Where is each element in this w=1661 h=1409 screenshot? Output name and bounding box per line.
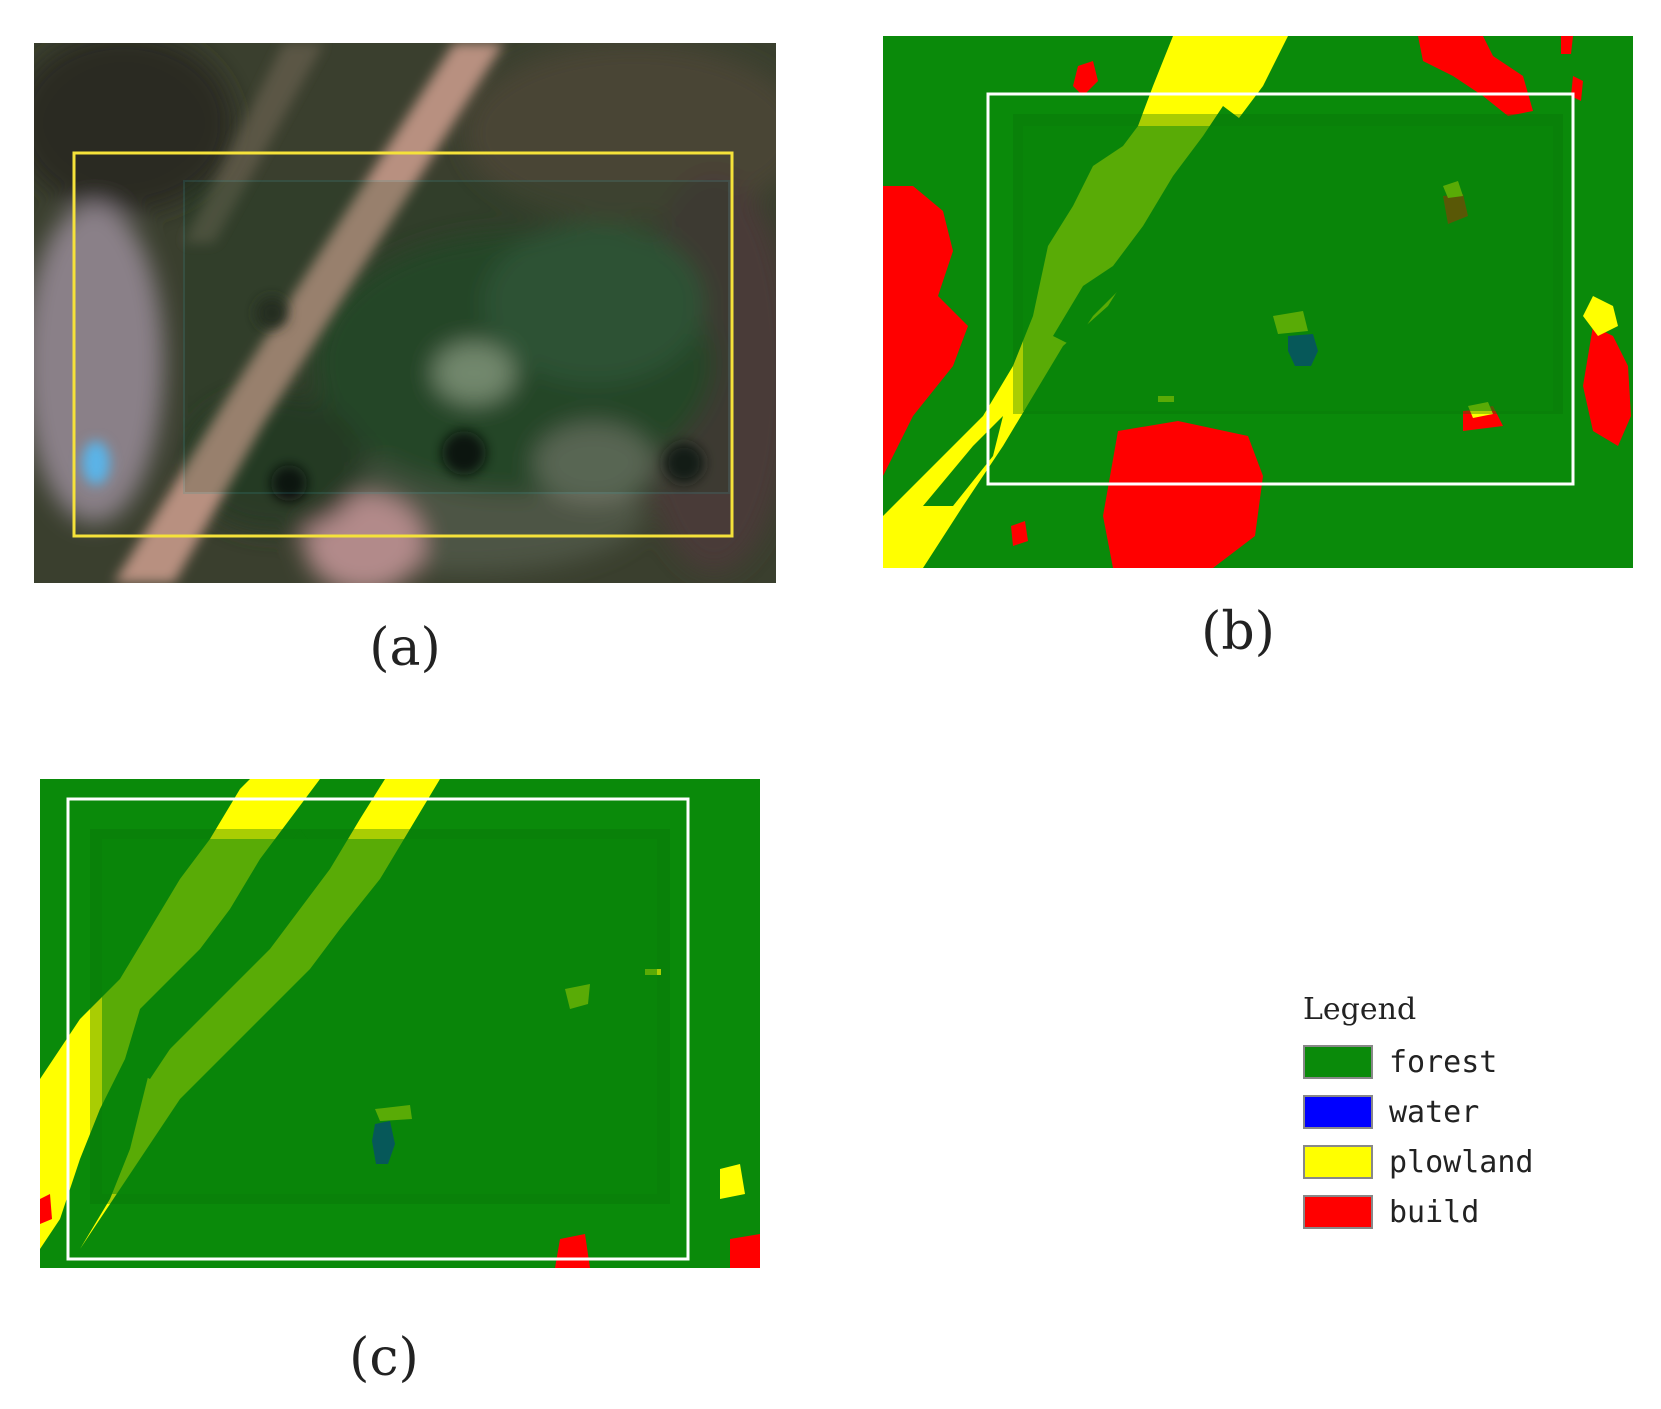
legend-item-forest: forest <box>1303 1037 1534 1087</box>
legend-swatch <box>1303 1145 1373 1179</box>
legend-swatch <box>1303 1045 1373 1079</box>
classification-map-c <box>40 779 760 1268</box>
caption-c: (c) <box>349 1328 419 1388</box>
legend-label: build <box>1389 1194 1480 1230</box>
legend-item-water: water <box>1303 1087 1534 1137</box>
classification-map <box>40 779 760 1268</box>
classification-map <box>883 36 1633 568</box>
legend-title: Legend <box>1303 992 1417 1027</box>
classification-map-b <box>883 36 1633 568</box>
legend-item-plowland: plowland <box>1303 1137 1534 1187</box>
legend-label: forest <box>1389 1044 1498 1080</box>
caption-b: (b) <box>1201 602 1275 662</box>
legend: Legend forest water plowland build <box>1303 992 1534 1237</box>
satellite-image <box>34 43 776 583</box>
legend-swatch <box>1303 1095 1373 1129</box>
caption-a: (a) <box>369 618 441 678</box>
legend-label: water <box>1389 1094 1480 1130</box>
legend-item-build: build <box>1303 1187 1534 1237</box>
satellite-image-panel <box>34 43 776 583</box>
legend-label: plowland <box>1389 1144 1534 1180</box>
legend-swatch <box>1303 1195 1373 1229</box>
